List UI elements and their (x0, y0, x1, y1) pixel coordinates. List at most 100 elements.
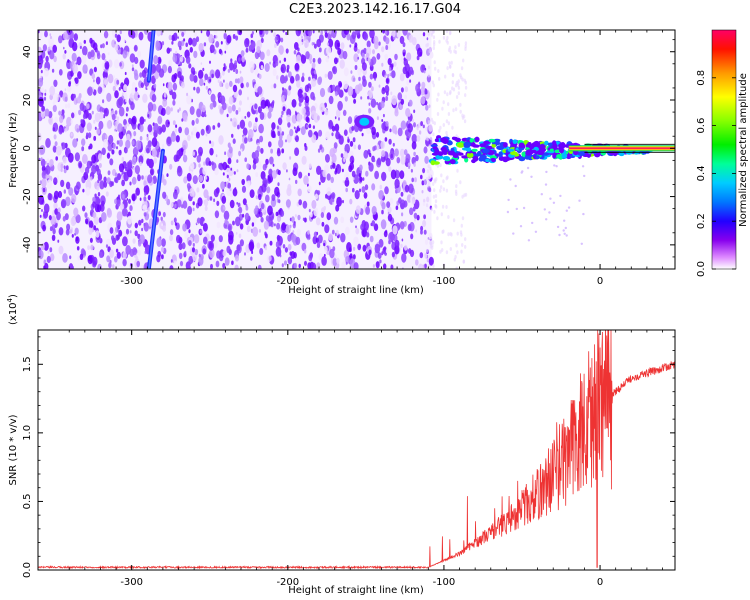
x-tick-label: -300 (120, 577, 143, 588)
noise-blob (188, 240, 192, 247)
noise-blob (228, 230, 234, 241)
noise-blob (301, 38, 304, 43)
noise-blob (415, 83, 420, 93)
noise-blob (258, 73, 262, 80)
fade-blob (445, 250, 449, 255)
noise-blob (56, 211, 61, 221)
y-tick-label: 1.0 (22, 425, 33, 441)
noise-blob (347, 138, 350, 143)
signal-blob (503, 156, 511, 162)
noise-blob (391, 95, 398, 106)
noise-blob (108, 262, 112, 269)
noise-blob (218, 48, 222, 55)
noise-blob (428, 169, 434, 178)
noise-blob (205, 176, 208, 180)
noise-blob (313, 231, 318, 238)
noise-blob (353, 77, 356, 82)
spectrogram-data (38, 30, 675, 269)
noise-blob (375, 131, 380, 138)
noise-blob (46, 141, 50, 146)
noise-blob (296, 228, 301, 237)
noise-blob (320, 30, 324, 35)
noise-blob (381, 46, 385, 53)
noise-blob (260, 171, 266, 180)
noise-blob (196, 187, 200, 193)
fade-blob (427, 164, 430, 169)
noise-blob (53, 55, 57, 63)
fade-blob (447, 232, 450, 237)
noise-blob (265, 158, 269, 165)
tail-dot (564, 226, 567, 230)
fade-blob (459, 102, 462, 107)
noise-blob (40, 87, 45, 93)
fade-blob (442, 35, 446, 40)
noise-blob (136, 260, 140, 268)
noise-blob (238, 89, 242, 96)
noise-blob (373, 145, 377, 151)
noise-blob (421, 64, 426, 71)
noise-blob (342, 199, 344, 204)
noise-blob (232, 84, 238, 93)
fade-blob (432, 132, 435, 137)
noise-blob (304, 145, 308, 151)
noise-blob (85, 186, 91, 196)
noise-blob (191, 119, 195, 126)
noise-blob (228, 146, 233, 154)
noise-blob (252, 163, 257, 170)
noise-blob (116, 146, 118, 150)
noise-blob (162, 191, 167, 199)
noise-blob (362, 75, 366, 82)
noise-blob (343, 129, 348, 136)
noise-blob (92, 256, 98, 266)
noise-blob (282, 162, 287, 171)
noise-blob (265, 30, 269, 35)
noise-blob (401, 238, 404, 242)
noise-blob (45, 55, 49, 63)
noise-blob (258, 211, 261, 215)
noise-blob (121, 92, 124, 96)
noise-blob (381, 209, 384, 215)
noise-blob (97, 192, 101, 197)
noise-blob (154, 71, 159, 80)
noise-blob (43, 96, 47, 101)
fade-blob (442, 100, 445, 105)
noise-blob (423, 198, 426, 203)
noise-blob (266, 49, 271, 57)
noise-blob (429, 51, 434, 59)
noise-blob (103, 176, 107, 183)
noise-blob (71, 194, 77, 204)
noise-blob (349, 162, 355, 171)
noise-blob (99, 106, 104, 114)
noise-blob (381, 62, 384, 67)
noise-blob (353, 262, 359, 269)
noise-blob (214, 210, 220, 219)
fade-blob (430, 207, 433, 212)
noise-blob (177, 71, 182, 79)
noise-blob (88, 220, 94, 229)
noise-blob (73, 218, 76, 223)
noise-blob (116, 199, 121, 207)
noise-blob (49, 85, 56, 96)
noise-blob (176, 166, 183, 177)
noise-blob (120, 203, 125, 211)
noise-blob (281, 148, 285, 154)
noise-blob (260, 99, 266, 110)
noise-blob (371, 86, 374, 92)
fade-blob (447, 121, 450, 126)
noise-blob (363, 192, 368, 199)
noise-blob (416, 214, 420, 221)
fade-blob (434, 199, 438, 204)
noise-blob (123, 119, 127, 126)
noise-blob (379, 259, 382, 264)
noise-blob (118, 194, 120, 198)
noise-blob (278, 138, 284, 148)
noise-blob (204, 73, 209, 81)
noise-blob (301, 155, 307, 165)
noise-blob (122, 236, 128, 247)
noise-blob (105, 41, 108, 46)
tail-dot (545, 170, 548, 174)
noise-blob (224, 44, 228, 50)
noise-blob (397, 92, 403, 101)
